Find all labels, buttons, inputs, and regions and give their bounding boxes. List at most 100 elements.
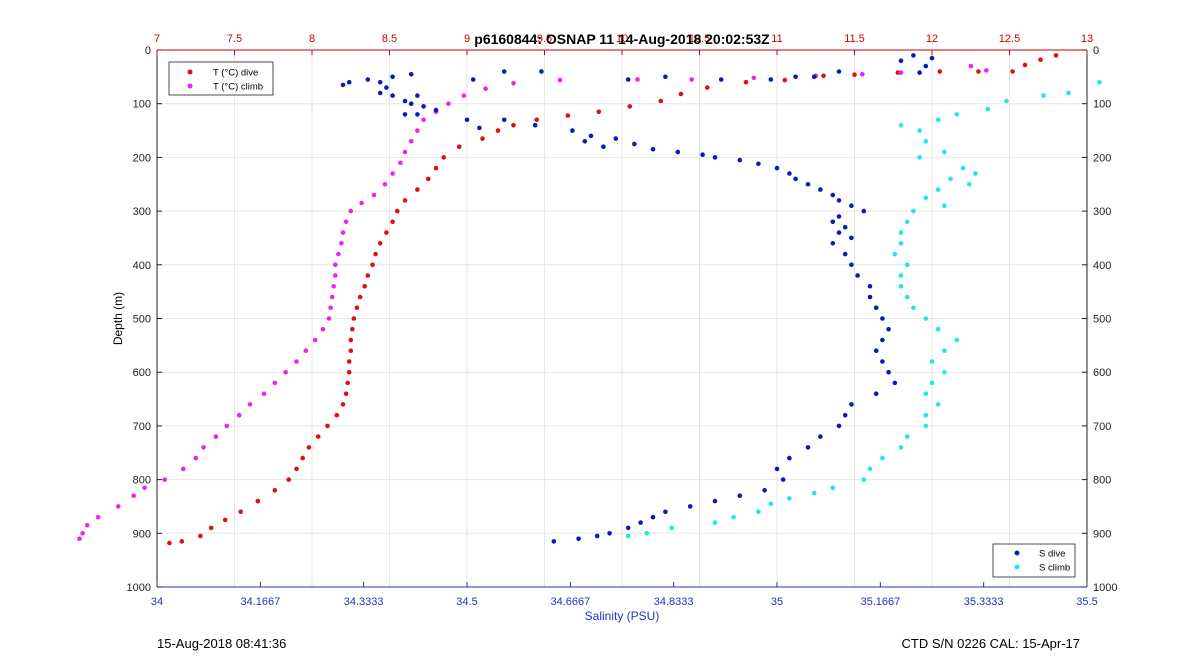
data-point [737, 157, 743, 163]
data-point [782, 77, 788, 83]
data-point [855, 273, 860, 278]
top-tick-label: 11.5 [844, 33, 865, 45]
data-point [348, 348, 354, 354]
data-point [261, 391, 267, 397]
data-point [849, 203, 854, 208]
data-point [718, 77, 724, 82]
data-point [588, 133, 594, 139]
data-point [483, 86, 488, 91]
data-point [805, 182, 811, 187]
data-point [675, 149, 681, 155]
y-tick-label-left: 800 [133, 475, 151, 487]
data-point [904, 219, 910, 225]
data-point [774, 165, 780, 171]
data-point [343, 391, 349, 397]
data-point [402, 198, 408, 203]
legend-label: S dive [1039, 549, 1065, 560]
data-point [852, 72, 857, 77]
data-point [960, 165, 966, 171]
data-point [408, 139, 414, 144]
data-point [415, 128, 420, 133]
legend-marker [187, 69, 193, 75]
data-point [904, 294, 910, 300]
data-point [501, 69, 507, 74]
y-tick-label-right: 300 [1093, 206, 1111, 218]
y-tick-label-left: 1000 [127, 582, 151, 594]
data-point [384, 230, 389, 235]
bottom-tick-label: 34.6667 [550, 596, 590, 608]
data-point [348, 208, 354, 214]
series-t-c-climb [77, 63, 989, 541]
data-point [1010, 69, 1015, 74]
data-point [408, 101, 414, 106]
data-point [892, 380, 898, 386]
top-tick-label: 9.5 [537, 33, 552, 45]
data-point [985, 106, 991, 112]
y-tick-label-right: 900 [1093, 528, 1111, 540]
data-point [501, 117, 507, 123]
data-point [557, 77, 563, 83]
data-point [984, 68, 989, 73]
data-point [415, 187, 420, 192]
data-point [362, 284, 368, 289]
data-point [935, 402, 941, 407]
y-tick-label-right: 0 [1093, 45, 1099, 57]
legend-marker [1014, 550, 1020, 556]
data-point [283, 369, 288, 375]
data-point [793, 176, 798, 182]
data-point [898, 122, 904, 128]
y-tick-label-left: 100 [133, 99, 151, 111]
legend-label: T (°C) dive [213, 68, 258, 79]
data-point [635, 77, 640, 82]
data-point [818, 187, 823, 192]
data-point [929, 359, 935, 364]
data-point [582, 139, 588, 144]
data-point [861, 477, 867, 482]
data-point [272, 488, 278, 493]
data-point [880, 316, 885, 321]
data-point [898, 70, 904, 75]
data-point [942, 369, 947, 375]
data-point [935, 326, 941, 332]
data-point [377, 90, 383, 96]
data-point [805, 445, 811, 450]
data-point [359, 200, 364, 206]
series-s-dive [340, 53, 935, 544]
data-point [570, 128, 575, 133]
data-point [968, 63, 974, 69]
data-point [923, 195, 929, 200]
data-point [638, 520, 643, 525]
data-point [898, 230, 904, 235]
data-point [426, 176, 431, 182]
data-point [942, 149, 947, 155]
data-point [398, 160, 403, 166]
legend-temperature [168, 61, 274, 96]
data-point [911, 53, 916, 58]
y-tick-label-right: 500 [1093, 314, 1111, 326]
data-point [1038, 57, 1043, 62]
data-point [762, 488, 767, 493]
bottom-tick-label: 34.3333 [344, 596, 384, 608]
top-tick-label: 10 [616, 33, 628, 45]
data-point [346, 79, 352, 85]
data-point [625, 525, 631, 531]
series-t-c-dive [167, 53, 1059, 546]
chart-title: p6160844: OSNAP 11 14-Aug-2018 20:02:53Z [474, 31, 770, 47]
bottom-tick-label: 34.1667 [240, 596, 280, 608]
data-point [917, 155, 922, 160]
data-point [286, 477, 292, 482]
data-point [224, 423, 230, 429]
data-point [625, 533, 631, 539]
data-point [911, 305, 916, 311]
data-point [787, 455, 792, 461]
data-point [756, 161, 761, 167]
bottom-tick-label: 35.5 [1076, 596, 1097, 608]
data-point [351, 316, 357, 321]
data-point [911, 208, 916, 214]
data-point [377, 241, 383, 246]
data-point [973, 171, 978, 176]
data-point [923, 391, 929, 397]
data-point [116, 504, 121, 509]
data-point [384, 85, 389, 90]
data-point [370, 262, 375, 268]
